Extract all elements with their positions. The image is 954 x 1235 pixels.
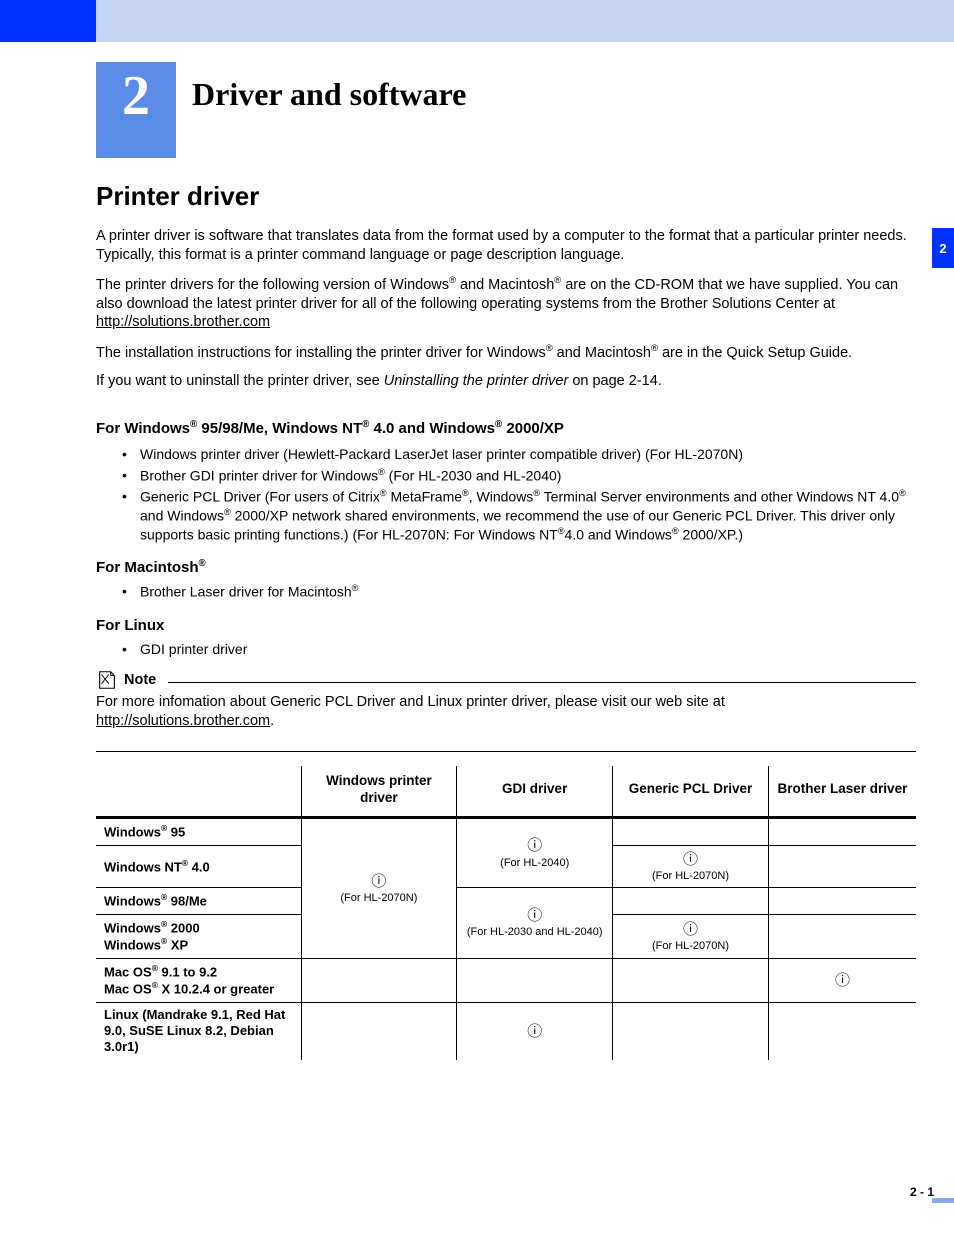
row-label: Mac OS® 9.1 to 9.2Mac OS® X 10.2.4 or gr…	[96, 958, 301, 1002]
linux-subheading: For Linux	[96, 616, 916, 635]
uninstall-link[interactable]: Uninstalling the printer driver	[384, 373, 569, 389]
macintosh-subheading: For Macintosh®	[96, 558, 916, 577]
col-header: Brother Laser driver	[768, 766, 916, 818]
chapter-number-block: 2	[96, 62, 176, 158]
table-row: Windows® 98/Me ⓘ(For HL-2030 and HL-2040…	[96, 888, 916, 915]
list-item: Windows printer driver (Hewlett-Packard …	[122, 446, 916, 464]
solutions-link[interactable]: http://solutions.brother.com	[96, 314, 270, 330]
cell-empty	[613, 1002, 769, 1059]
row-label: Windows® 95	[96, 818, 301, 846]
note-divider	[168, 682, 916, 683]
col-header: Generic PCL Driver	[613, 766, 769, 818]
row-label: Windows NT® 4.0	[96, 845, 301, 887]
col-header: GDI driver	[457, 766, 613, 818]
cell-empty	[301, 958, 457, 1002]
main-content: Printer driver A printer driver is softw…	[96, 180, 916, 1060]
cell-empty	[768, 1002, 916, 1059]
cell-mark: ⓘ(For HL-2040)	[457, 818, 613, 888]
row-label: Windows® 2000Windows® XP	[96, 914, 301, 958]
chapter-title: Driver and software	[192, 76, 466, 113]
windows-driver-list: Windows printer driver (Hewlett-Packard …	[122, 446, 916, 544]
windows-subheading: For Windows® 95/98/Me, Windows NT® 4.0 a…	[96, 419, 916, 438]
chapter-number: 2	[122, 64, 150, 128]
cell-mark: ⓘ	[768, 958, 916, 1002]
cell-empty	[613, 888, 769, 915]
mac-driver-list: Brother Laser driver for Macintosh®	[122, 583, 916, 602]
table-top-rule	[96, 751, 916, 752]
note-label: Note	[124, 671, 156, 690]
section-heading: Printer driver	[96, 180, 916, 213]
row-label: Linux (Mandrake 9.1, Red Hat 9.0, SuSE L…	[96, 1002, 301, 1059]
note-icon	[96, 669, 118, 691]
page-number: 2 - 1	[910, 1185, 934, 1199]
footer-accent-bar	[932, 1198, 954, 1203]
note-link[interactable]: http://solutions.brother.com	[96, 713, 270, 729]
driver-compatibility-table: Windows printer driver GDI driver Generi…	[96, 766, 916, 1060]
intro-para-4: If you want to uninstall the printer dri…	[96, 372, 916, 391]
note-text: For more infomation about Generic PCL Dr…	[96, 693, 916, 731]
cell-empty	[768, 888, 916, 915]
table-row: Linux (Mandrake 9.1, Red Hat 9.0, SuSE L…	[96, 1002, 916, 1059]
cell-mark: ⓘ(For HL-2070N)	[613, 845, 769, 887]
linux-driver-list: GDI printer driver	[122, 641, 916, 659]
table-row: Windows® 95 ⓘ(For HL-2070N) ⓘ(For HL-204…	[96, 818, 916, 846]
table-row: Mac OS® 9.1 to 9.2Mac OS® X 10.2.4 or gr…	[96, 958, 916, 1002]
cell-empty	[301, 1002, 457, 1059]
side-tab-chapter: 2	[932, 228, 954, 268]
cell-mark: ⓘ(For HL-2030 and HL-2040)	[457, 888, 613, 959]
cell-empty	[613, 818, 769, 846]
list-item: Brother Laser driver for Macintosh®	[122, 583, 916, 602]
list-item: Generic PCL Driver (For users of Citrix®…	[122, 488, 916, 544]
note-header: Note	[96, 669, 916, 691]
row-label: Windows® 98/Me	[96, 888, 301, 915]
cell-empty	[457, 958, 613, 1002]
intro-para-1: A printer driver is software that transl…	[96, 227, 916, 264]
cell-mark: ⓘ(For HL-2070N)	[613, 914, 769, 958]
intro-para-2: The printer drivers for the following ve…	[96, 274, 916, 331]
cell-mark: ⓘ	[457, 1002, 613, 1059]
cell-empty	[768, 914, 916, 958]
list-item: GDI printer driver	[122, 641, 916, 659]
cell-empty	[768, 845, 916, 887]
table-header-row: Windows printer driver GDI driver Generi…	[96, 766, 916, 818]
cell-empty	[613, 958, 769, 1002]
header-light-band	[96, 0, 954, 42]
header-blue-block	[0, 0, 96, 42]
list-item: Brother GDI printer driver for Windows® …	[122, 467, 916, 486]
col-header: Windows printer driver	[301, 766, 457, 818]
cell-mark: ⓘ(For HL-2070N)	[301, 818, 457, 959]
cell-empty	[768, 818, 916, 846]
intro-para-3: The installation instructions for instal…	[96, 342, 916, 362]
